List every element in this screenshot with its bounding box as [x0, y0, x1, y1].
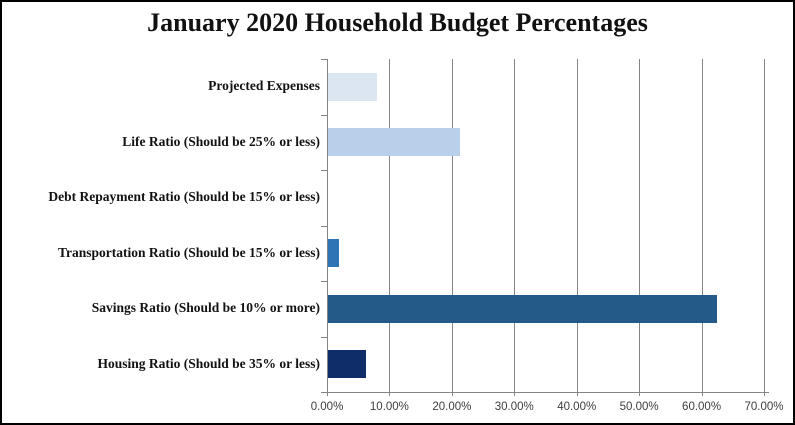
- x-axis-tick: [514, 392, 516, 396]
- x-axis-tick-label: 50.00%: [619, 401, 659, 413]
- x-axis-tick: [327, 392, 328, 396]
- bar-5: [327, 294, 718, 323]
- y-axis-tick: [321, 59, 327, 60]
- y-axis-tick: [321, 170, 327, 171]
- x-axis-tick: [576, 392, 578, 396]
- x-axis-line: [322, 392, 769, 393]
- y-axis-line: [327, 59, 328, 393]
- y-axis-tick: [321, 225, 327, 227]
- bar-6: [327, 350, 367, 379]
- gridline: [764, 59, 765, 392]
- category-label: Housing Ratio (Should be 35% or less): [97, 355, 320, 371]
- category-label: Projected Expenses: [208, 78, 320, 94]
- category-label: Savings Ratio (Should be 10% or more): [91, 300, 320, 316]
- x-axis-tick-label: 20.00%: [432, 401, 472, 413]
- gridline: [639, 59, 641, 392]
- y-axis-tick: [321, 336, 327, 338]
- x-axis-tick: [451, 392, 453, 396]
- bar-2: [327, 128, 460, 157]
- y-axis-tick: [321, 281, 327, 282]
- category-label: Life Ratio (Should be 25% or less): [122, 133, 320, 149]
- bar-4: [327, 239, 339, 268]
- gridline: [576, 59, 578, 392]
- category-label: Debt Repayment Ratio (Should be 15% or l…: [48, 189, 320, 205]
- gridline: [514, 59, 516, 392]
- x-axis-tick: [701, 392, 703, 396]
- category-label: Transportation Ratio (Should be 15% or l…: [57, 244, 320, 260]
- x-axis-tick: [389, 392, 391, 396]
- x-axis-tick: [639, 392, 641, 396]
- gridline: [451, 59, 453, 392]
- gridline: [389, 59, 391, 392]
- x-axis-tick-label: 10.00%: [369, 401, 409, 413]
- x-axis-tick-label: 70.00%: [744, 401, 784, 413]
- x-axis-tick-label: 0.00%: [310, 401, 344, 413]
- gridline: [701, 59, 703, 392]
- bar-1: [327, 72, 377, 101]
- x-axis-tick-label: 60.00%: [682, 401, 722, 413]
- y-axis-tick: [321, 114, 327, 116]
- chart-title: January 2020 Household Budget Percentage…: [147, 8, 648, 37]
- plot-area: [327, 59, 765, 392]
- x-axis-tick: [764, 392, 765, 396]
- x-axis-tick-label: 30.00%: [494, 401, 534, 413]
- x-axis-tick-label: 40.00%: [557, 401, 597, 413]
